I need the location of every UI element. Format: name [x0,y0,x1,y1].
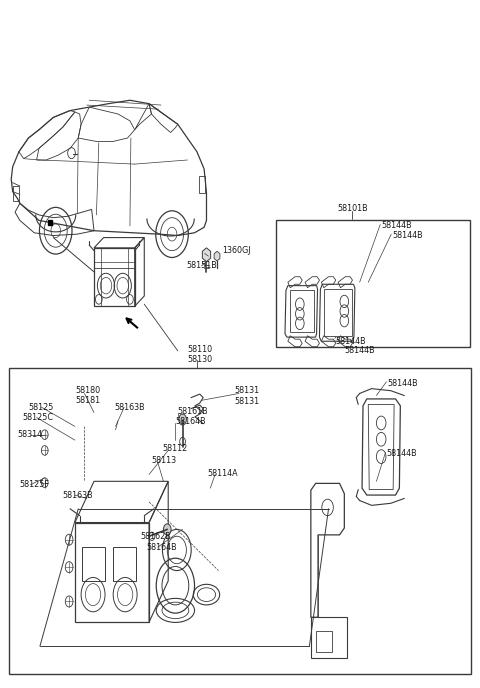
Circle shape [179,414,186,425]
Text: 58130: 58130 [187,355,213,364]
Text: 58164B: 58164B [147,543,177,552]
Text: 58112: 58112 [162,444,188,453]
Bar [48,219,52,225]
Text: 58131: 58131 [234,397,259,406]
Text: 58164B: 58164B [175,417,206,426]
Circle shape [163,524,171,535]
Text: 58101B: 58101B [337,204,368,213]
Polygon shape [203,248,211,261]
Text: 58314: 58314 [17,430,43,439]
Text: 58161B: 58161B [178,407,208,416]
Bar [13,186,19,201]
Text: 58163B: 58163B [115,402,145,411]
Bar [113,546,136,581]
Text: 58125: 58125 [28,402,54,411]
Bar [82,546,105,581]
Text: 58162B: 58162B [141,532,171,541]
Text: 58144B: 58144B [336,337,366,347]
Text: 58151B: 58151B [186,261,217,270]
Bar [199,175,205,193]
Text: 58144B: 58144B [387,379,418,388]
Text: 58125C: 58125C [23,413,54,422]
Text: 58110: 58110 [187,345,213,354]
Text: 58114A: 58114A [207,469,238,477]
Text: 1360GJ: 1360GJ [222,246,250,255]
Bar [9,368,471,674]
Text: 58144B: 58144B [344,346,375,356]
Polygon shape [214,251,220,261]
Text: 58113: 58113 [152,456,177,465]
Text: 58180: 58180 [75,386,100,395]
Bar [316,631,332,652]
Bar [276,220,470,347]
Text: 58144B: 58144B [386,449,417,458]
Text: 58144B: 58144B [381,222,412,230]
Text: 58144B: 58144B [392,231,423,240]
Text: 58125F: 58125F [20,480,50,489]
Text: 58163B: 58163B [62,491,93,499]
Text: 58131: 58131 [234,386,259,395]
Text: 58181: 58181 [75,396,100,405]
